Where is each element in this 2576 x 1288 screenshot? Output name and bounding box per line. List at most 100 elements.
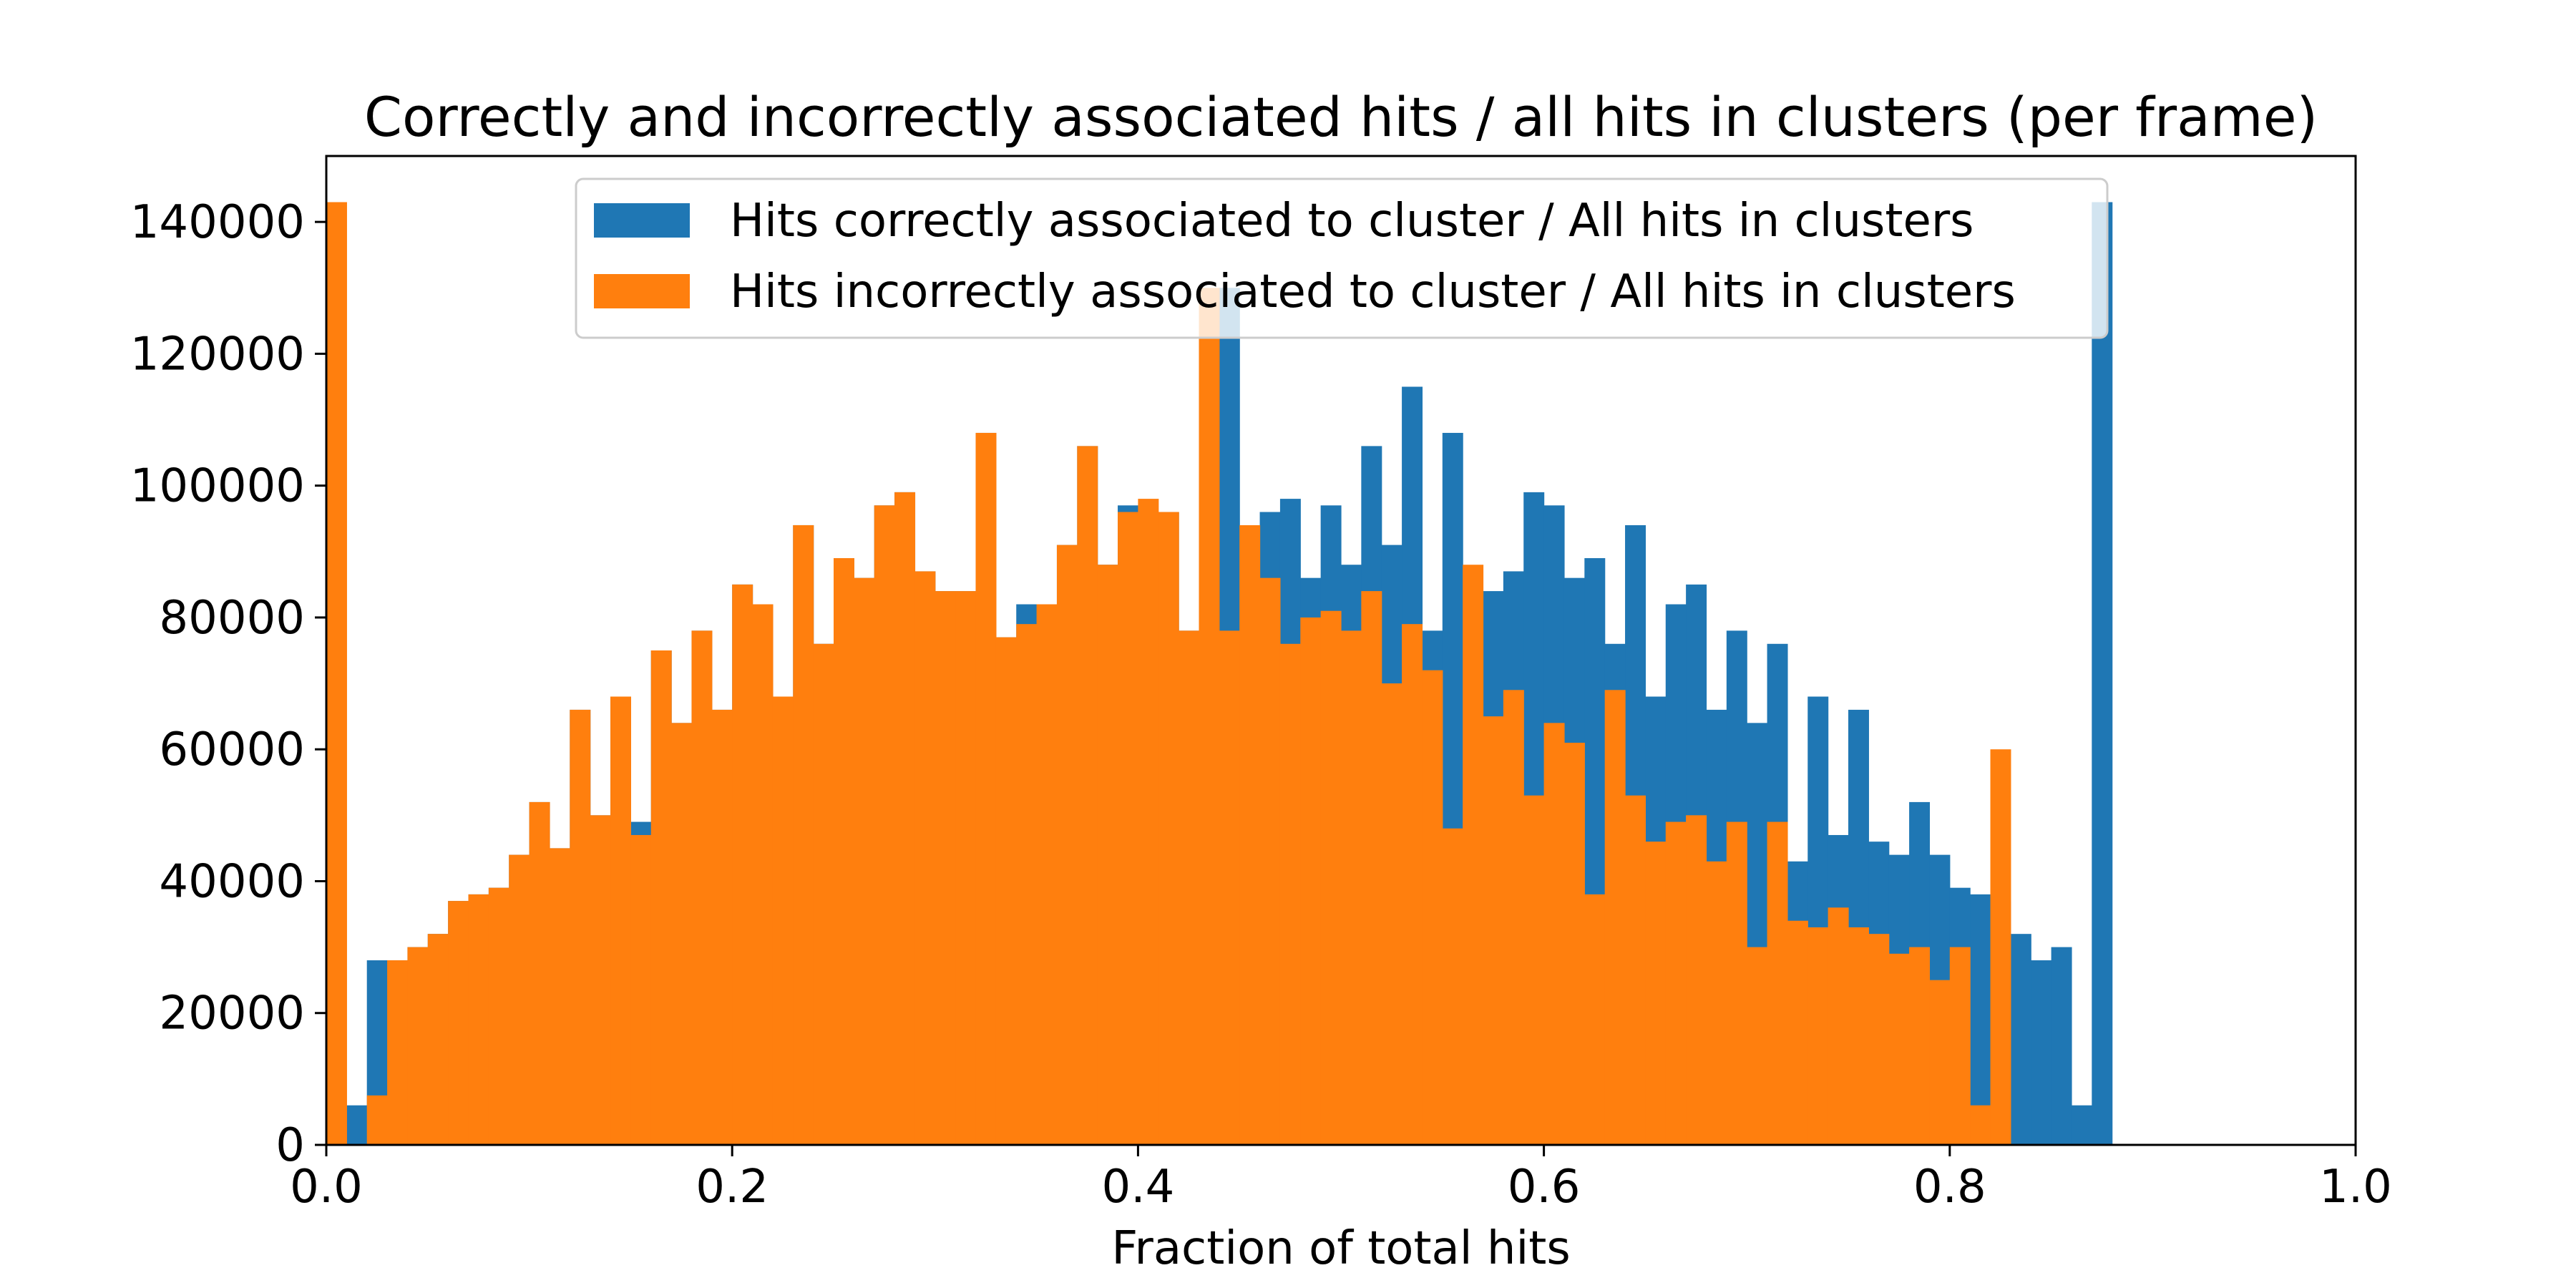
bar-incorrect — [671, 723, 693, 1145]
bar-incorrect — [1929, 980, 1951, 1145]
y-tick-label: 100000 — [130, 460, 305, 513]
bar-correct — [2031, 960, 2052, 1145]
legend-label-incorrect: Hits incorrectly associated to cluster /… — [730, 265, 2016, 318]
bar-correct — [346, 1105, 368, 1145]
bar-incorrect — [570, 709, 591, 1145]
bar-correct — [2051, 947, 2072, 1145]
bar-incorrect — [1747, 947, 1768, 1145]
bar-incorrect — [1767, 821, 1788, 1145]
bar-incorrect — [1483, 716, 1504, 1145]
bar-incorrect — [1868, 934, 1890, 1145]
bar-incorrect — [1138, 499, 1159, 1145]
bar-incorrect — [1503, 690, 1524, 1145]
bar-incorrect — [1442, 828, 1463, 1145]
bar-incorrect — [1807, 927, 1829, 1145]
bar-correct — [2092, 202, 2113, 1145]
bar-incorrect — [1604, 690, 1626, 1145]
bar-incorrect — [834, 558, 854, 1145]
y-tick-label: 20000 — [159, 987, 305, 1040]
x-tick-label: 0.4 — [1102, 1161, 1175, 1214]
y-tick-label: 0 — [275, 1119, 305, 1172]
bar-incorrect — [1381, 683, 1402, 1145]
bar-incorrect — [752, 604, 774, 1145]
bar-incorrect — [407, 947, 429, 1145]
bar-incorrect — [610, 696, 631, 1145]
bar-incorrect — [1422, 670, 1443, 1145]
bar-incorrect — [1909, 947, 1931, 1145]
bar-incorrect — [1402, 624, 1423, 1145]
bar-incorrect — [1361, 591, 1382, 1145]
x-axis-label: Fraction of total hits — [1111, 1222, 1570, 1275]
bar-incorrect — [1970, 1105, 1991, 1145]
bar-incorrect — [427, 934, 449, 1145]
bar-incorrect — [1259, 577, 1281, 1145]
bar-incorrect — [813, 643, 834, 1145]
y-tick-label: 60000 — [159, 723, 305, 776]
bar-incorrect — [1300, 617, 1322, 1145]
bar-incorrect — [650, 650, 672, 1145]
chart-title: Correctly and incorrectly associated hit… — [364, 85, 2318, 149]
plot-frame — [325, 155, 2357, 1146]
legend-swatch-correct — [594, 203, 690, 238]
bar-incorrect — [955, 591, 977, 1145]
bar-incorrect — [874, 505, 895, 1145]
bar-incorrect — [1118, 512, 1138, 1145]
bar-incorrect — [326, 202, 347, 1145]
x-tick-label: 0.8 — [1913, 1161, 1986, 1214]
bar-incorrect — [448, 901, 469, 1145]
bar-incorrect — [1239, 525, 1261, 1145]
bar-incorrect — [1726, 821, 1747, 1145]
bar-correct — [2071, 1105, 2092, 1145]
bar-incorrect — [1341, 630, 1362, 1145]
bar-incorrect — [509, 854, 530, 1145]
bar-incorrect — [387, 960, 409, 1145]
bar-incorrect — [1584, 894, 1606, 1145]
bar-incorrect — [1179, 630, 1200, 1145]
bar-incorrect — [1828, 907, 1849, 1145]
bar-incorrect — [1848, 927, 1869, 1145]
bar-incorrect — [1219, 630, 1240, 1145]
bar-incorrect — [1523, 795, 1545, 1145]
bar-incorrect — [1686, 815, 1707, 1145]
bar-incorrect — [1706, 861, 1727, 1145]
x-tick-label: 1.0 — [2319, 1161, 2392, 1214]
bar-incorrect — [732, 584, 753, 1145]
y-tick-label: 40000 — [159, 855, 305, 908]
bar-incorrect — [711, 709, 733, 1145]
legend-frame — [575, 177, 2109, 339]
y-tick-label: 80000 — [159, 592, 305, 645]
bar-incorrect — [1990, 749, 2011, 1145]
bar-incorrect — [1463, 565, 1484, 1145]
bar-incorrect — [1056, 545, 1078, 1145]
legend: Hits correctly associated to cluster / A… — [575, 177, 2109, 339]
bar-incorrect — [772, 696, 794, 1145]
bar-incorrect — [590, 815, 611, 1145]
bar-incorrect — [894, 492, 916, 1145]
bar-incorrect — [995, 637, 1017, 1145]
bar-correct — [1970, 894, 1991, 1145]
bar-incorrect — [1949, 947, 1971, 1145]
y-tick-label: 140000 — [130, 196, 305, 249]
y-tick-label: 120000 — [130, 328, 305, 381]
x-axis: 0.0 0.2 0.4 0.6 0.8 1.0 — [290, 1145, 2392, 1214]
bar-incorrect — [549, 848, 570, 1145]
bar-incorrect — [468, 894, 489, 1145]
bar-incorrect — [1625, 795, 1646, 1145]
bar-incorrect — [1645, 841, 1667, 1145]
bar-incorrect — [366, 1095, 388, 1145]
bar-incorrect — [854, 577, 875, 1145]
bar-incorrect — [691, 630, 713, 1145]
bar-incorrect — [1016, 624, 1038, 1145]
legend-swatch-incorrect — [594, 274, 690, 308]
bar-correct — [2010, 934, 2031, 1145]
bar-incorrect — [1199, 288, 1220, 1146]
legend-label-correct: Hits correctly associated to cluster / A… — [730, 195, 1974, 248]
x-tick-label: 0.0 — [290, 1161, 363, 1214]
bar-incorrect — [1563, 742, 1585, 1145]
bar-incorrect — [1077, 446, 1098, 1145]
bar-incorrect — [1279, 643, 1301, 1145]
y-axis: 0 20000 40000 60000 80000 100000 120000 140000 — [130, 196, 326, 1172]
bar-incorrect — [935, 591, 956, 1145]
bar-incorrect — [529, 801, 550, 1145]
